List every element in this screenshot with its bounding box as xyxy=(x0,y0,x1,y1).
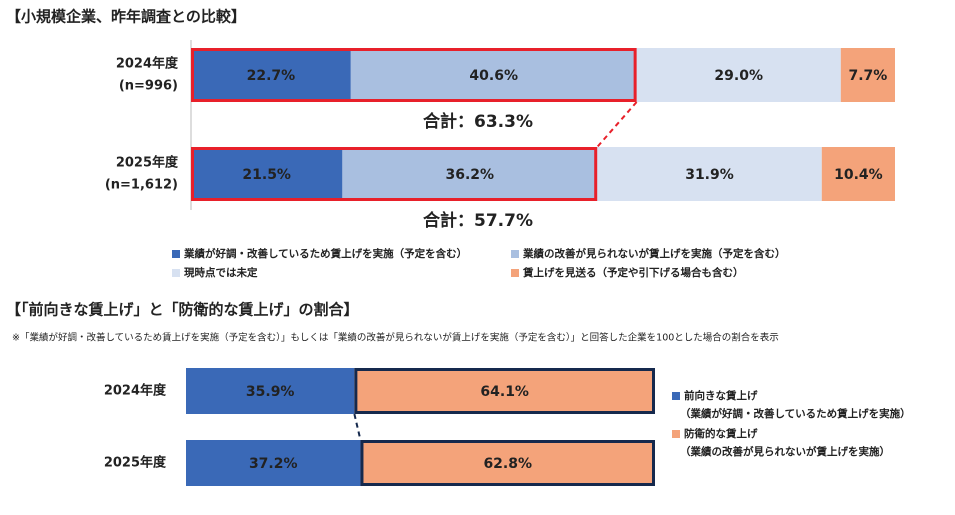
bar-segment xyxy=(597,147,822,201)
legend-label: 業績の改善が見られないが賃上げを実施（予定を含む） xyxy=(522,247,786,260)
legend-swatch xyxy=(672,392,680,400)
value-label: 29.0% xyxy=(714,68,763,84)
highlight-box xyxy=(191,147,598,201)
bar-segment xyxy=(636,48,841,102)
legend-swatch xyxy=(172,269,180,277)
legend-label: 現時点では未定 xyxy=(184,266,258,279)
value-label: 37.2% xyxy=(249,456,298,472)
value-label: 62.8% xyxy=(483,456,532,472)
bar-segment xyxy=(342,147,598,201)
category-label: 2025年度 xyxy=(116,155,179,171)
bar-segment xyxy=(186,368,355,414)
value-label: 36.2% xyxy=(445,167,494,183)
value-label: 35.9% xyxy=(246,384,295,400)
bar-segment xyxy=(186,440,361,486)
connector xyxy=(353,413,362,441)
connector xyxy=(596,101,638,148)
bar-segment xyxy=(354,368,655,414)
bar-segment xyxy=(191,147,343,201)
bar-segment xyxy=(350,48,637,102)
bar-segment xyxy=(840,48,895,102)
value-label: 7.7% xyxy=(848,68,887,84)
legend-swatch xyxy=(172,250,180,258)
total-annotation: 合計：57.7% xyxy=(423,210,533,231)
bar-segment xyxy=(191,48,351,102)
legend-description: （業績が好調・改善しているため賃上げを実施） xyxy=(680,407,911,420)
highlight-box xyxy=(360,440,655,486)
highlight-box xyxy=(354,368,655,414)
chart-subtitle: ※「業績が好調・改善しているため賃上げを実施（予定を含む）」もしくは「業績の改善… xyxy=(12,332,779,344)
category-label: 2025年度 xyxy=(104,455,167,471)
category-label: 2024年度 xyxy=(116,56,179,72)
category-note: (n=1,612) xyxy=(105,178,178,193)
legend-swatch xyxy=(511,269,519,277)
value-label: 40.6% xyxy=(469,68,518,84)
chart-title: 【「前向きな賃上げ」と「防衛的な賃上げ」の割合】 xyxy=(6,301,359,319)
bar-segment xyxy=(821,147,895,201)
legend-swatch xyxy=(672,430,680,438)
legend-label: 前向きな賃上げ xyxy=(684,389,758,402)
value-label: 22.7% xyxy=(247,68,296,84)
category-label: 2024年度 xyxy=(104,383,167,399)
highlight-box xyxy=(191,48,637,102)
legend-label: 防衛的な賃上げ xyxy=(684,427,758,440)
chart-title: 【小規模企業、昨年調査との比較】 xyxy=(6,8,246,26)
legend-label: 賃上げを見送る（予定や引下げる場合も含む） xyxy=(522,266,744,279)
value-label: 31.9% xyxy=(685,167,734,183)
legend-label: 業績が好調・改善しているため賃上げを実施（予定を含む） xyxy=(183,247,467,260)
legend-description: （業績の改善が見られないが賃上げを実施） xyxy=(680,445,890,458)
value-label: 10.4% xyxy=(834,167,883,183)
total-annotation: 合計：63.3% xyxy=(423,111,533,132)
value-label: 64.1% xyxy=(480,384,529,400)
category-note: (n=996) xyxy=(119,79,178,94)
legend-swatch xyxy=(511,250,519,258)
bar-segment xyxy=(360,440,655,486)
value-label: 21.5% xyxy=(242,167,291,183)
